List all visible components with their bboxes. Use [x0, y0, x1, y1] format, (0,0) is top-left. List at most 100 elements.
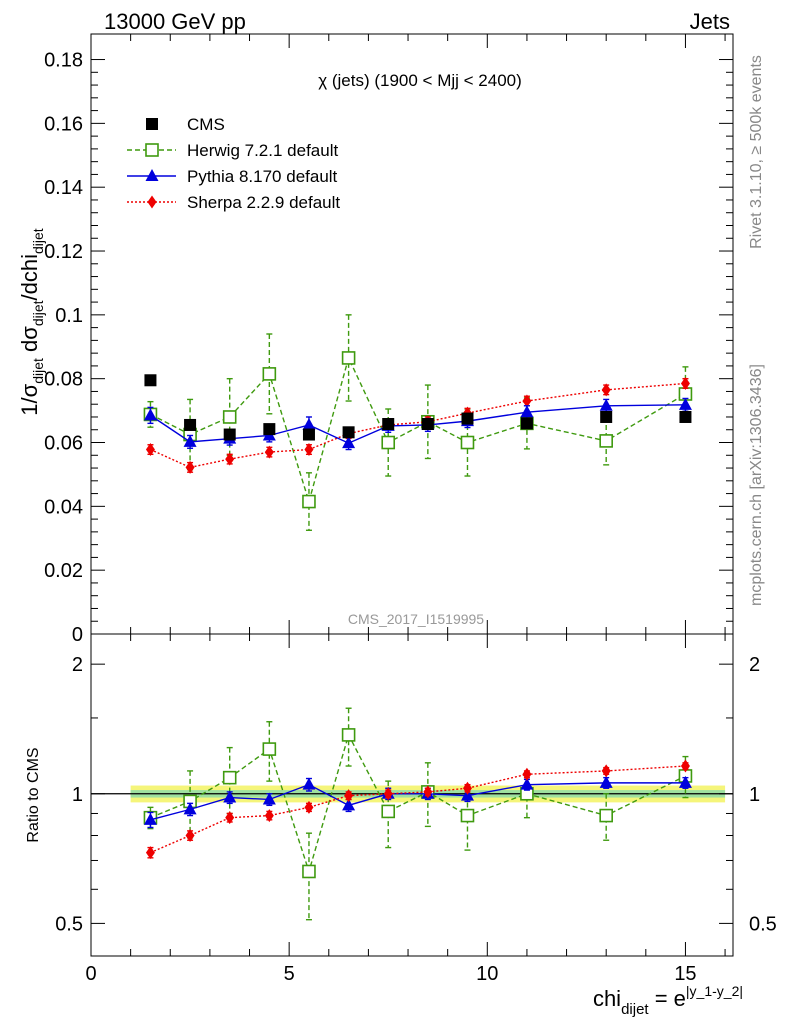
ratio-point-herwig	[302, 864, 316, 879]
ratio-point-pythia	[302, 777, 316, 790]
ratio-point-sherpa	[225, 811, 235, 825]
ratio-line-pythia	[150, 782, 686, 821]
main-point-sherpa	[304, 443, 314, 457]
main-point-sherpa	[225, 452, 235, 466]
main-point-pythia	[342, 436, 356, 449]
ratio-ytick-label-right: 0.5	[749, 913, 777, 935]
ratio-panel: 0 5 10 15 0.5 0.5 1 1 2 2 Ratio to CMS chidijet =…	[25, 633, 777, 1018]
main-title: χ (jets) (1900 < Mjj < 2400)	[318, 71, 522, 90]
main-point-cms	[223, 428, 236, 441]
ratio-point-sherpa	[185, 829, 195, 843]
main-point-pythia	[302, 417, 316, 430]
header-right: Jets	[690, 9, 730, 34]
ratio-point-herwig	[222, 770, 237, 785]
ratio-point-sherpa	[601, 764, 611, 778]
ratio-line-sherpa	[150, 765, 686, 854]
main-data	[143, 314, 693, 531]
ratio-point-pythia	[342, 798, 356, 811]
legend-entry-sherpa: Sherpa 2.2.9 default	[127, 193, 340, 212]
ratio-point-herwig	[381, 804, 396, 819]
ratio-point-pythia	[262, 792, 276, 805]
ratio-ytick-label-right: 1	[749, 784, 760, 806]
main-line-pythia	[150, 404, 686, 444]
main-line-sherpa	[150, 382, 686, 469]
main-point-sherpa	[145, 443, 155, 457]
ratio-point-herwig	[460, 808, 475, 823]
ratio-point-sherpa	[423, 785, 433, 799]
ratio-point-sherpa	[145, 846, 155, 860]
ratio-series-herwig	[143, 707, 693, 921]
ratio-frame	[90, 633, 734, 957]
main-ytick-label: 0.04	[44, 496, 83, 518]
header-left: 13000 GeV pp	[104, 9, 246, 34]
main-point-cms	[302, 428, 315, 441]
ratio-point-sherpa	[344, 789, 354, 803]
main-ytick-label: 0.14	[44, 177, 83, 199]
ratio-point-herwig	[341, 728, 356, 742]
svg-text:1/σdijet dσdijet/dchidijet: 1/σdijet dσdijet/dchidijet	[17, 228, 46, 416]
main-axis-ticks: 0 0.02 0.04 0.06 0.08 0.1 0.12 0.14 0.16 0.18	[44, 34, 733, 646]
legend-entry-herwig: Herwig 7.2.1 default	[127, 141, 338, 160]
main-point-herwig	[381, 435, 396, 450]
ratio-point-sherpa	[304, 800, 314, 814]
mcplots-label: mcplots.cern.ch [arXiv:1306.3436]	[748, 364, 765, 606]
main-point-herwig	[222, 410, 237, 424]
rivet-label: Rivet 3.1.10, ≥ 500k events	[748, 55, 765, 249]
main-point-cms	[144, 374, 157, 387]
ratio-xtick-label: 10	[476, 963, 498, 985]
ratio-point-sherpa	[680, 759, 690, 773]
main-point-pythia	[678, 397, 692, 410]
main-point-pythia	[599, 398, 613, 411]
ratio-point-pythia	[183, 802, 197, 815]
main-ytick-label: 0.06	[44, 433, 83, 455]
analysis-watermark: CMS_2017_I1519995	[348, 611, 484, 627]
ratio-series-sherpa	[145, 759, 690, 860]
ratio-xtick-label: 15	[674, 963, 696, 985]
legend-marker-herwig	[145, 143, 159, 157]
main-ytick-label: 0.08	[44, 369, 83, 391]
main-point-herwig	[341, 351, 356, 365]
ratio-data	[143, 707, 693, 921]
main-point-herwig	[302, 494, 316, 509]
ratio-xtick-label: 5	[284, 963, 295, 985]
main-point-cms	[421, 418, 434, 430]
main-ytick-label: 0.1	[55, 305, 83, 327]
legend-entry-pythia: Pythia 8.170 default	[127, 167, 338, 186]
legend-marker-cms	[146, 118, 158, 130]
ratio-point-herwig	[262, 742, 277, 756]
ratio-point-pythia	[143, 812, 157, 825]
ratio-point-pythia	[599, 775, 613, 788]
ratio-ytick-label: 0.5	[55, 913, 83, 935]
legend-label-pythia: Pythia 8.170 default	[187, 167, 338, 186]
main-point-cms	[520, 417, 533, 430]
main-point-cms	[461, 412, 474, 425]
legend-label-herwig: Herwig 7.2.1 default	[187, 141, 338, 160]
main-ytick-label: 0.12	[44, 241, 83, 263]
ratio-y-axis-label: Ratio to CMS	[25, 747, 42, 842]
main-panel: CMS_2017_I1519995 0 0.02 0.04 0.06 0.08 0.1 0.…	[17, 33, 734, 646]
main-point-cms	[263, 423, 276, 436]
legend: CMS Herwig 7.2.1 default Pythia 8.170 defa…	[127, 115, 340, 212]
main-ytick-label: 0.16	[44, 113, 83, 135]
ratio-point-sherpa	[462, 781, 472, 795]
legend-label-cms: CMS	[187, 115, 225, 134]
main-ytick-label: 0.18	[44, 50, 83, 72]
main-point-sherpa	[522, 394, 532, 408]
legend-entry-cms: CMS	[146, 115, 225, 134]
svg-text:chidijet = e|y_1-y_2|: chidijet = e|y_1-y_2|	[593, 983, 743, 1018]
ratio-xtick-label: 0	[85, 963, 96, 985]
ratio-point-sherpa	[264, 809, 274, 823]
main-ytick-label: 0.02	[44, 560, 83, 582]
main-point-cms	[382, 418, 395, 430]
legend-marker-sherpa	[147, 195, 157, 209]
main-point-pythia	[520, 405, 534, 418]
main-point-herwig	[599, 434, 613, 448]
ratio-point-herwig	[599, 808, 613, 823]
main-point-sherpa	[264, 445, 274, 459]
main-point-sherpa	[601, 383, 611, 397]
ratio-point-sherpa	[383, 787, 393, 801]
main-point-cms	[184, 418, 197, 431]
legend-label-sherpa: Sherpa 2.2.9 default	[187, 193, 340, 212]
ratio-point-pythia	[223, 790, 237, 803]
